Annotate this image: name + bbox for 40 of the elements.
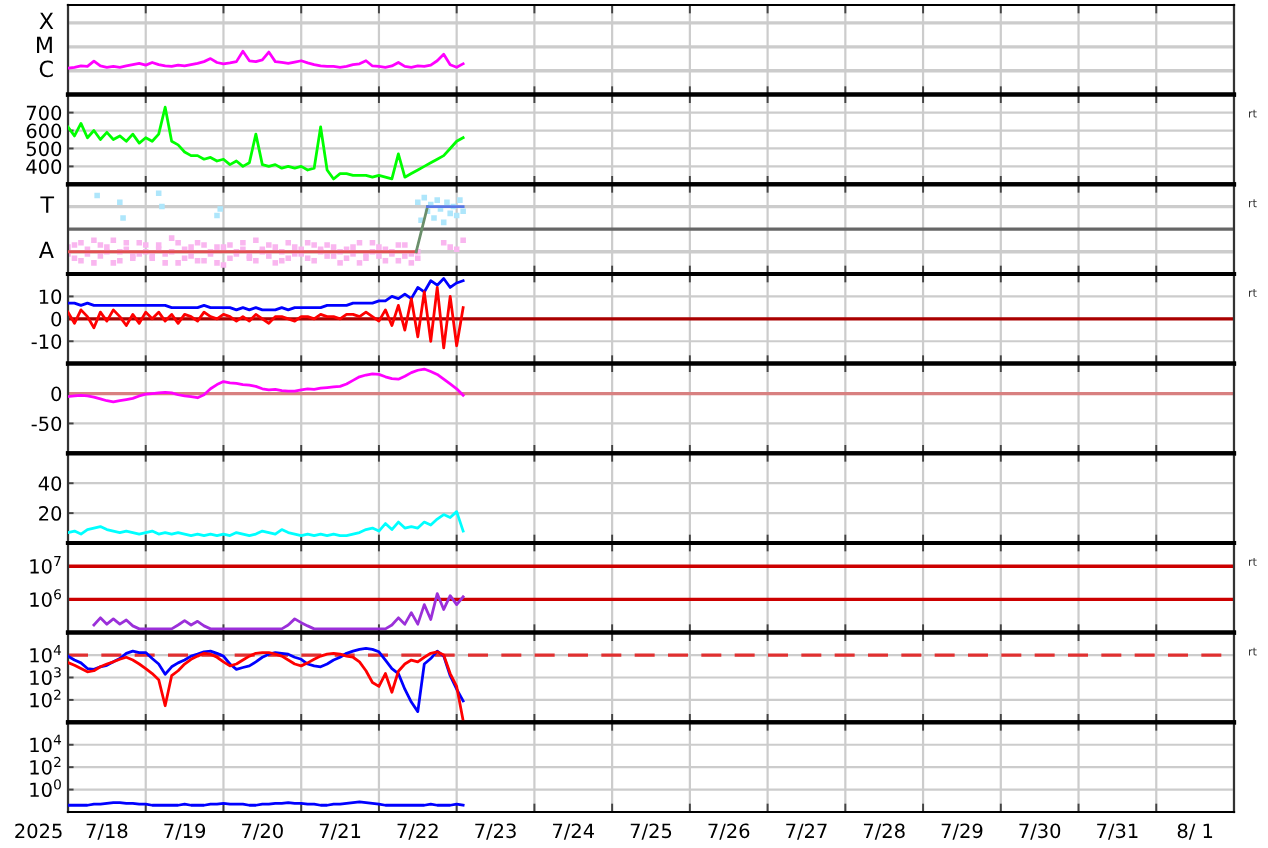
y-tick-label: 400 bbox=[26, 159, 62, 175]
y-tick-label: 0 bbox=[51, 311, 62, 327]
y-tick-label: 10$^{7}$ bbox=[30, 556, 61, 574]
y-tick-label: 10$^{4}$ bbox=[30, 734, 62, 753]
y-tick-label: -10 bbox=[31, 334, 62, 349]
y-tick-label: 600 bbox=[26, 123, 62, 139]
y-tick-label: 40 bbox=[38, 476, 62, 491]
x-tick-label: 8/ 1 bbox=[1177, 823, 1213, 840]
x-tick-label: 7/26 bbox=[708, 823, 750, 840]
x-tick-label: 7/22 bbox=[397, 823, 438, 840]
x-tick-label: 7/23 bbox=[475, 823, 516, 840]
x-tick-label: 7/30 bbox=[1019, 823, 1061, 840]
ref-line-label: C bbox=[39, 60, 53, 78]
x-tick-label: 7/18 bbox=[86, 823, 128, 840]
ref-line-label: A bbox=[38, 241, 54, 258]
y-tick-label: -50 bbox=[31, 416, 62, 432]
y-tick-label: 10 bbox=[39, 289, 62, 305]
x-tick-label: 7/24 bbox=[553, 823, 595, 840]
ref-line-label: X bbox=[39, 12, 54, 30]
x-tick-label: 7/29 bbox=[941, 823, 983, 840]
ref-line-label: M bbox=[37, 36, 52, 53]
x-tick-label: 7/27 bbox=[786, 823, 827, 840]
y-tick-label: 0 bbox=[51, 386, 62, 402]
y-tick-label: 500 bbox=[26, 141, 62, 157]
y-tick-label: 10$^{2}$ bbox=[30, 756, 61, 775]
x-tick-label: 7/19 bbox=[164, 823, 206, 840]
y-tick-label: 10$^{2}$ bbox=[30, 689, 61, 708]
y-tick-label: 10$^{0}$ bbox=[30, 779, 61, 798]
x-tick-label: 7/25 bbox=[630, 823, 672, 840]
y-tick-label: 10$^{4}$ bbox=[30, 644, 62, 663]
x-tick-label: 7/21 bbox=[319, 823, 361, 840]
x-tick-label: 7/28 bbox=[863, 823, 905, 840]
y-tick-label: 10$^{6}$ bbox=[30, 589, 61, 607]
y-tick-label: 20 bbox=[39, 506, 62, 521]
x-axis-title: 2025 bbox=[15, 823, 62, 839]
x-tick-label: 7/31 bbox=[1097, 823, 1138, 840]
ref-line-label: T bbox=[40, 196, 55, 213]
y-tick-label: 10$^{3}$ bbox=[30, 667, 61, 686]
x-tick-label: 7/20 bbox=[242, 823, 283, 840]
y-tick-label: 700 bbox=[26, 105, 62, 121]
